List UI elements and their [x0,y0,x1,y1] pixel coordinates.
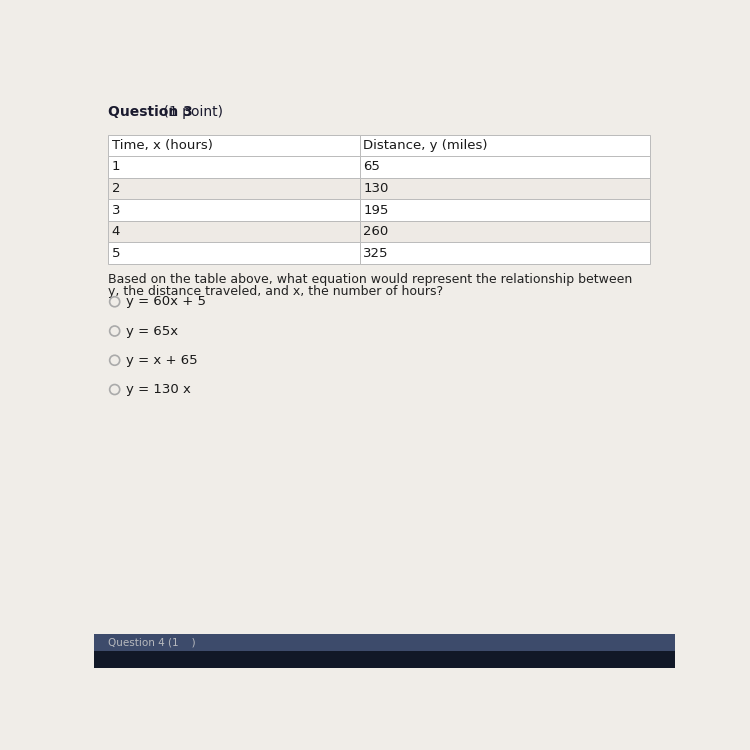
Text: y = 60x + 5: y = 60x + 5 [125,296,206,308]
Text: 3: 3 [112,203,120,217]
Bar [108,242,359,264]
Text: 5: 5 [112,247,120,259]
Bar [94,634,675,650]
Text: 260: 260 [364,225,388,238]
Bar [359,156,650,178]
Bar [108,135,359,156]
Bar [359,200,650,221]
Text: 4: 4 [112,225,120,238]
Bar [108,200,359,221]
Text: 130: 130 [364,182,388,195]
Bar [359,135,650,156]
Text: y, the distance traveled, and x, the number of hours?: y, the distance traveled, and x, the num… [108,285,442,298]
Text: y = x + 65: y = x + 65 [125,354,197,367]
Text: Question 3: Question 3 [108,104,193,118]
Bar [94,650,675,668]
Text: y = 130 x: y = 130 x [125,383,190,396]
Bar [108,178,359,200]
Text: 195: 195 [364,203,388,217]
Text: y = 65x: y = 65x [125,325,178,338]
Bar [108,221,359,242]
Bar [108,156,359,178]
Bar [359,178,650,200]
Text: 65: 65 [364,160,380,173]
Text: 325: 325 [364,247,389,259]
Text: 2: 2 [112,182,120,195]
Text: Time, x (hours): Time, x (hours) [112,139,212,152]
Text: (1 point): (1 point) [159,104,223,118]
Bar [359,221,650,242]
Text: Distance, y (miles): Distance, y (miles) [364,139,488,152]
Text: Question 4 (1    ): Question 4 (1 ) [108,637,195,647]
Bar [359,242,650,264]
Text: 1: 1 [112,160,120,173]
Text: Based on the table above, what equation would represent the relationship between: Based on the table above, what equation … [108,273,632,286]
